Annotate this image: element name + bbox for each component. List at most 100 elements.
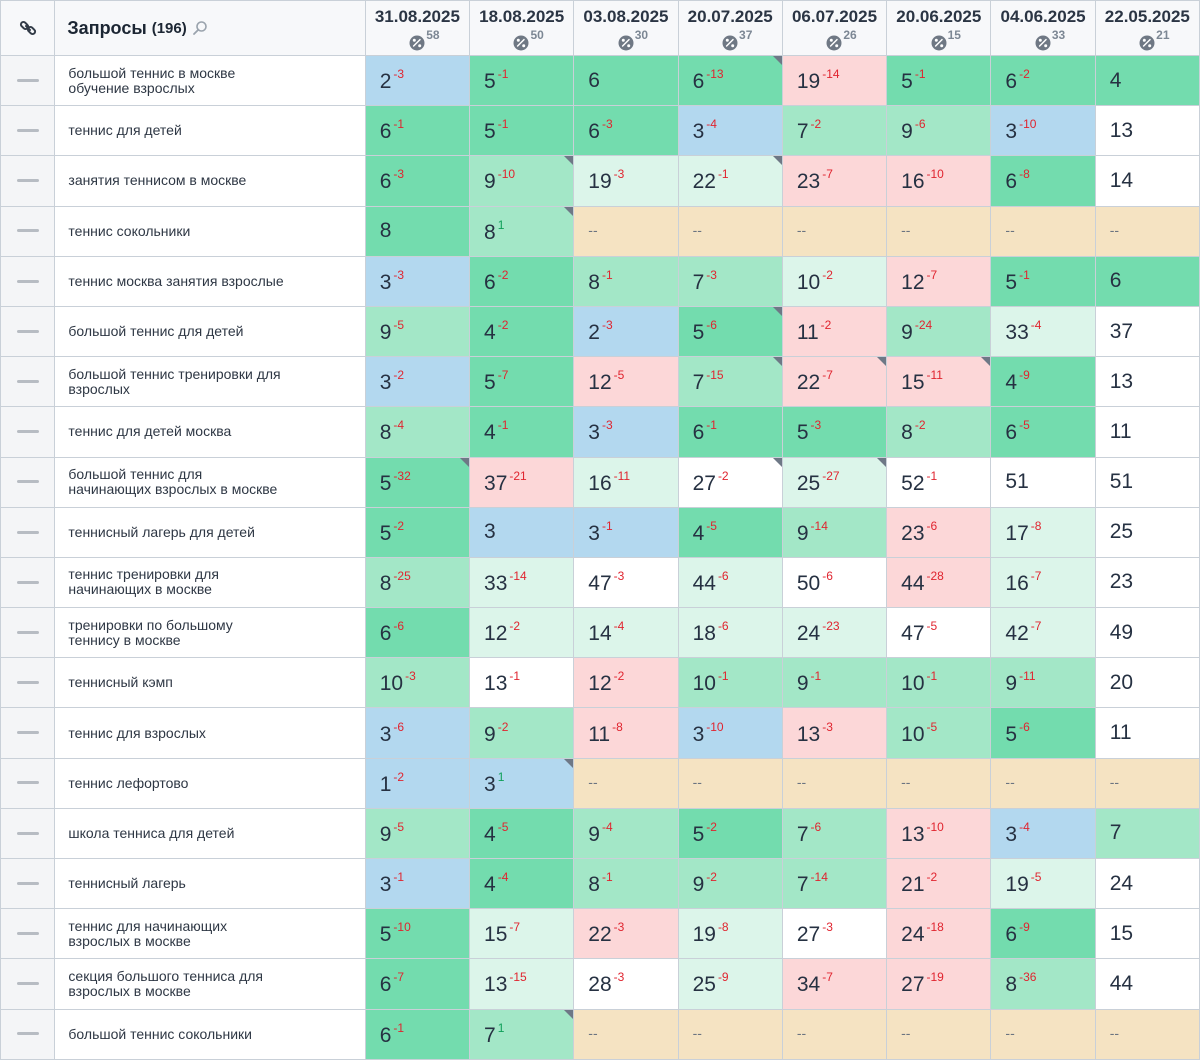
- position-cell[interactable]: 47 -5: [886, 607, 992, 659]
- query-cell[interactable]: школа тенниса для детей: [54, 807, 366, 860]
- position-cell[interactable]: 24 -18: [886, 908, 992, 960]
- position-cell[interactable]: 3 -10: [990, 105, 1096, 157]
- date-column-header[interactable]: 06.07.2025 26: [781, 0, 888, 56]
- position-cell[interactable]: --: [886, 1008, 992, 1060]
- position-cell[interactable]: 5 -1: [469, 105, 575, 157]
- position-cell[interactable]: 16 -11: [573, 456, 679, 508]
- position-cell[interactable]: 13: [1094, 356, 1200, 408]
- position-cell[interactable]: 13: [1094, 105, 1200, 157]
- column-date[interactable]: 22.05.2025: [1104, 7, 1190, 26]
- position-cell[interactable]: 10 -3: [364, 657, 471, 709]
- dash-icon[interactable]: [16, 480, 39, 484]
- position-cell[interactable]: 24 -23: [781, 607, 888, 659]
- position-cell[interactable]: 6: [1094, 255, 1200, 307]
- position-cell[interactable]: 3 -4: [990, 807, 1096, 860]
- position-cell[interactable]: 8 -2: [886, 406, 992, 458]
- position-cell[interactable]: 10 -1: [677, 657, 783, 709]
- position-cell[interactable]: 5 -10: [364, 908, 471, 960]
- position-cell[interactable]: 22 -3: [573, 908, 679, 960]
- query-cell[interactable]: теннис тренировки для начинающих в москве: [54, 556, 366, 609]
- position-cell[interactable]: 8 -4: [364, 406, 471, 458]
- dash-icon[interactable]: [16, 379, 39, 383]
- position-cell[interactable]: 6 -13: [677, 54, 783, 107]
- row-link-toggle[interactable]: [0, 1008, 56, 1060]
- position-cell[interactable]: 9 -1: [781, 657, 888, 709]
- position-cell[interactable]: 6 -3: [573, 105, 679, 157]
- query-cell[interactable]: теннисный кэмп: [54, 657, 366, 709]
- dash-icon[interactable]: [16, 329, 39, 333]
- position-cell[interactable]: 7 -2: [781, 105, 888, 157]
- position-cell[interactable]: 17 -8: [990, 506, 1096, 558]
- row-link-toggle[interactable]: [0, 556, 56, 609]
- position-cell[interactable]: 19 -3: [573, 155, 679, 207]
- column-date[interactable]: 20.06.2025: [896, 7, 982, 26]
- position-cell[interactable]: 11: [1094, 406, 1200, 458]
- dash-icon[interactable]: [16, 279, 39, 283]
- position-cell[interactable]: --: [573, 1008, 679, 1060]
- position-cell[interactable]: 6 -3: [364, 155, 471, 207]
- position-cell[interactable]: 11: [1094, 707, 1200, 759]
- query-cell[interactable]: теннис сокольники: [54, 205, 366, 257]
- position-cell[interactable]: 7 -15: [677, 356, 783, 408]
- position-cell[interactable]: 50 -6: [781, 556, 888, 609]
- position-cell[interactable]: 5 -1: [990, 255, 1096, 307]
- position-cell[interactable]: 4 -1: [469, 406, 575, 458]
- position-cell[interactable]: --: [677, 1008, 783, 1060]
- position-cell[interactable]: 6: [573, 54, 679, 107]
- date-column-header[interactable]: 22.05.2025 21: [1094, 0, 1200, 56]
- position-cell[interactable]: --: [1094, 205, 1200, 257]
- position-cell[interactable]: 4 -2: [469, 305, 575, 358]
- position-cell[interactable]: 34 -7: [781, 958, 888, 1010]
- position-cell[interactable]: 13 -1: [469, 657, 575, 709]
- query-cell[interactable]: теннисный лагерь для детей: [54, 506, 366, 558]
- position-cell[interactable]: 9 -6: [886, 105, 992, 157]
- query-cell[interactable]: теннис лефортово: [54, 757, 366, 809]
- row-link-toggle[interactable]: [0, 506, 56, 558]
- row-link-toggle[interactable]: [0, 607, 56, 659]
- query-cell[interactable]: секция большого тенниса для взрослых в мо…: [54, 958, 366, 1010]
- position-cell[interactable]: 3 -10: [677, 707, 783, 759]
- position-cell[interactable]: --: [781, 1008, 888, 1060]
- row-link-toggle[interactable]: [0, 155, 56, 207]
- position-cell[interactable]: 22 -1: [677, 155, 783, 207]
- position-cell[interactable]: 9 -5: [364, 807, 471, 860]
- position-cell[interactable]: 2 -3: [364, 54, 471, 107]
- position-cell[interactable]: 13 -3: [781, 707, 888, 759]
- position-cell[interactable]: 10 -2: [781, 255, 888, 307]
- position-cell[interactable]: 6 -9: [990, 908, 1096, 960]
- position-cell[interactable]: 3: [469, 506, 575, 558]
- position-cell[interactable]: --: [677, 205, 783, 257]
- row-link-toggle[interactable]: [0, 707, 56, 759]
- query-cell[interactable]: теннис для начинающих взрослых в москве: [54, 908, 366, 960]
- position-cell[interactable]: 9 -2: [469, 707, 575, 759]
- position-cell[interactable]: 11 -8: [573, 707, 679, 759]
- position-cell[interactable]: --: [573, 205, 679, 257]
- position-cell[interactable]: --: [677, 757, 783, 809]
- date-column-header[interactable]: 20.07.2025 37: [677, 0, 783, 56]
- position-cell[interactable]: 37: [1094, 305, 1200, 358]
- column-date[interactable]: 03.08.2025: [583, 7, 669, 26]
- dash-icon[interactable]: [16, 681, 39, 685]
- row-link-toggle[interactable]: [0, 305, 56, 358]
- position-cell[interactable]: 5 -6: [990, 707, 1096, 759]
- queries-column-header[interactable]: Запросы (196): [54, 0, 366, 56]
- row-link-toggle[interactable]: [0, 908, 56, 960]
- row-link-toggle[interactable]: [0, 807, 56, 860]
- link-column-header[interactable]: [0, 0, 56, 56]
- position-cell[interactable]: 4 -9: [990, 356, 1096, 408]
- position-cell[interactable]: 5 -2: [677, 807, 783, 860]
- position-cell[interactable]: 33 -4: [990, 305, 1096, 358]
- position-cell[interactable]: --: [886, 205, 992, 257]
- position-cell[interactable]: 3 -3: [364, 255, 471, 307]
- position-cell[interactable]: 16 -7: [990, 556, 1096, 609]
- query-cell[interactable]: большой теннис сокольники: [54, 1008, 366, 1060]
- dash-icon[interactable]: [16, 932, 39, 936]
- dash-icon[interactable]: [16, 781, 39, 785]
- position-cell[interactable]: 13 -15: [469, 958, 575, 1010]
- dash-icon[interactable]: [16, 1032, 39, 1036]
- position-cell[interactable]: 3 -1: [364, 857, 471, 910]
- position-cell[interactable]: 14 -4: [573, 607, 679, 659]
- position-cell[interactable]: 23: [1094, 556, 1200, 609]
